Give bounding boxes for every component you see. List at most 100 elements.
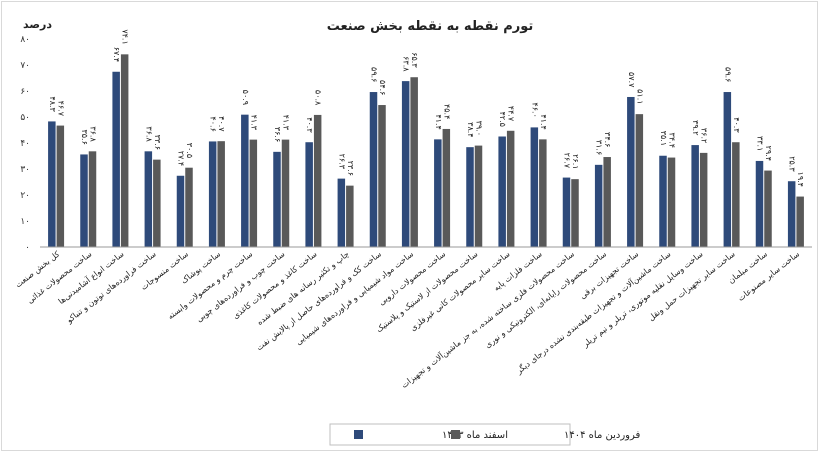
bar-series-2 [603, 157, 611, 247]
bar-series-1 [562, 177, 571, 247]
bar-series-2 [442, 128, 451, 247]
data-label-series-1: ۳۳.۱ [756, 136, 765, 151]
data-label-series-2: ۵۱.۱ [635, 89, 644, 104]
bar-series-1 [48, 121, 56, 247]
bars [48, 54, 804, 248]
data-label-series-2: ۴۴.۷ [507, 106, 516, 122]
bar-series-1 [627, 96, 635, 247]
bar-series-2 [699, 152, 708, 247]
bar-series-1 [176, 175, 185, 247]
bar-series-1 [434, 139, 442, 247]
bar-series-1 [466, 147, 474, 247]
bar-series-2 [56, 125, 65, 247]
data-label-series-1: ۲۶.۷ [563, 153, 572, 169]
bar-series-2 [635, 114, 644, 247]
data-label-series-1: ۴۰.۶ [209, 116, 218, 131]
data-label-series-1: ۴۸.۳ [48, 96, 57, 112]
data-label-series-1: ۳۱.۶ [595, 140, 604, 155]
legend-swatch-series-2 [451, 430, 460, 439]
data-label-series-1: ۴۶.۰ [530, 102, 539, 117]
data-label-series-1: ۴۰.۳ [305, 117, 314, 133]
bar-series-1 [273, 151, 281, 247]
data-label-series-1: ۴۲.۵ [498, 112, 507, 127]
data-label-series-1: ۳۵.۶ [80, 129, 89, 144]
y-tick-label: ۷۰ [20, 61, 30, 71]
bar-series-2 [410, 77, 418, 247]
data-label-series-2: ۳۹.۰ [475, 121, 484, 136]
bar-series-1 [208, 141, 217, 247]
bar-series-2 [281, 139, 290, 247]
bar-series-1 [498, 136, 506, 247]
bar-series-1 [241, 114, 249, 247]
y-axis-unit-label: درصد [23, 18, 52, 31]
y-tick-label: ۲۰ [20, 191, 30, 201]
data-label-series-2: ۳۳.۶ [153, 135, 162, 150]
data-label-series-1: ۵۷.۷ [627, 72, 636, 88]
bar-series-2 [474, 145, 483, 247]
bar-series-2 [667, 157, 676, 247]
data-label-series-2: ۴۱.۳ [249, 115, 258, 131]
data-label-series-2: ۴۰.۷ [217, 116, 226, 132]
bar-series-1 [659, 155, 667, 247]
category-label: ساخت تجهیزات برقی [578, 249, 640, 300]
data-label-series-2: ۱۹.۴ [796, 172, 805, 187]
data-label-series-1: ۶۳.۸ [402, 56, 411, 72]
data-label-series-1: ۲۷.۴ [177, 151, 186, 166]
y-tick-label: ۳۰ [20, 165, 30, 175]
data-label-series-2: ۳۴.۶ [603, 132, 612, 147]
bar-series-1 [369, 92, 378, 247]
bar-series-1 [594, 164, 603, 247]
data-label-series-1: ۵۰.۹ [241, 90, 250, 105]
data-label-series-1: ۳۶.۶ [273, 127, 282, 142]
bar-series-2 [313, 114, 322, 247]
data-label-series-1: ۴۱.۴ [434, 114, 443, 129]
bar-series-2 [88, 151, 97, 247]
bar-series-1 [305, 142, 313, 247]
data-labels: ۴۸.۳ ۴۶.۷۳۵.۶ ۳۶.۸۶۷.۴۷۴.۱۳۶.۸۳۳.۶۲۷.۴۳۰.۵… [48, 29, 805, 187]
legend-box [329, 423, 571, 446]
y-axis-ticks: ۰ ۱۰ ۲۰ ۳۰ ۴۰ ۵۰ ۶۰ ۷۰ ۸۰ [20, 35, 30, 253]
data-label-series-2: ۲۳.۶ [346, 161, 355, 176]
bar-series-2 [217, 141, 225, 247]
data-label-series-1: ۵۹.۶ [723, 67, 732, 82]
data-label-series-1: ۳۶.۸ [144, 126, 153, 142]
legend-label-series-2: فروردین ماه ۱۴۰۴ [564, 430, 641, 441]
bar-series-1 [691, 145, 699, 247]
data-label-series-2: ۴۵.۴ [442, 104, 451, 119]
data-label-series-1: ۳۹.۲ [691, 120, 700, 135]
y-tick-label: ۱۰ [20, 217, 30, 227]
legend-swatch-series-1 [354, 430, 363, 439]
data-label-series-2: ۴۰.۳ [732, 117, 741, 133]
bar-series-2 [764, 170, 772, 247]
bar-series-2 [571, 179, 579, 247]
category-label: ساخت سایر مصنوعات [736, 249, 801, 303]
data-label-series-2: ۴۱.۴ [539, 114, 548, 129]
data-label-series-2: ۷۴.۱ [121, 29, 130, 44]
data-label-series-2: ۴۱.۳ [282, 115, 291, 131]
data-label-series-2: ۳۴.۴ [668, 133, 677, 148]
bar-series-2 [732, 142, 740, 247]
y-tick-label: ۵۰ [20, 113, 30, 123]
bar-series-1 [80, 154, 88, 247]
bar-series-1 [337, 178, 346, 247]
data-label-series-1: ۶۷.۴ [112, 47, 121, 62]
bar-series-1 [787, 181, 796, 247]
bar-series-1 [723, 92, 732, 247]
data-label-series-1: ۵۹.۶ [370, 67, 379, 82]
bar-series-1 [401, 81, 410, 248]
data-label-series-2: ۳۶.۲ [700, 128, 709, 143]
data-label-series-2: ۵۴.۶ [378, 80, 387, 95]
category-label: ساخت مواد شیمیایی و فراورده‌های شیمیایی [294, 249, 415, 347]
data-label-series-1: ۳۸.۴ [466, 122, 475, 137]
data-label-series-2: ۵۰.۸ [314, 90, 323, 106]
data-label-series-1: ۳۵.۱ [659, 131, 668, 146]
bar-series-2 [506, 130, 515, 247]
bar-series-2 [153, 159, 161, 247]
y-tick-label: ۸۰ [20, 35, 30, 45]
legend-label-series-1: اسفند ماه ۱۴۰۳ [442, 430, 508, 441]
bar-series-2 [120, 54, 129, 248]
data-label-series-2: ۲۹.۴ [764, 146, 773, 161]
bar-series-2 [378, 105, 386, 247]
